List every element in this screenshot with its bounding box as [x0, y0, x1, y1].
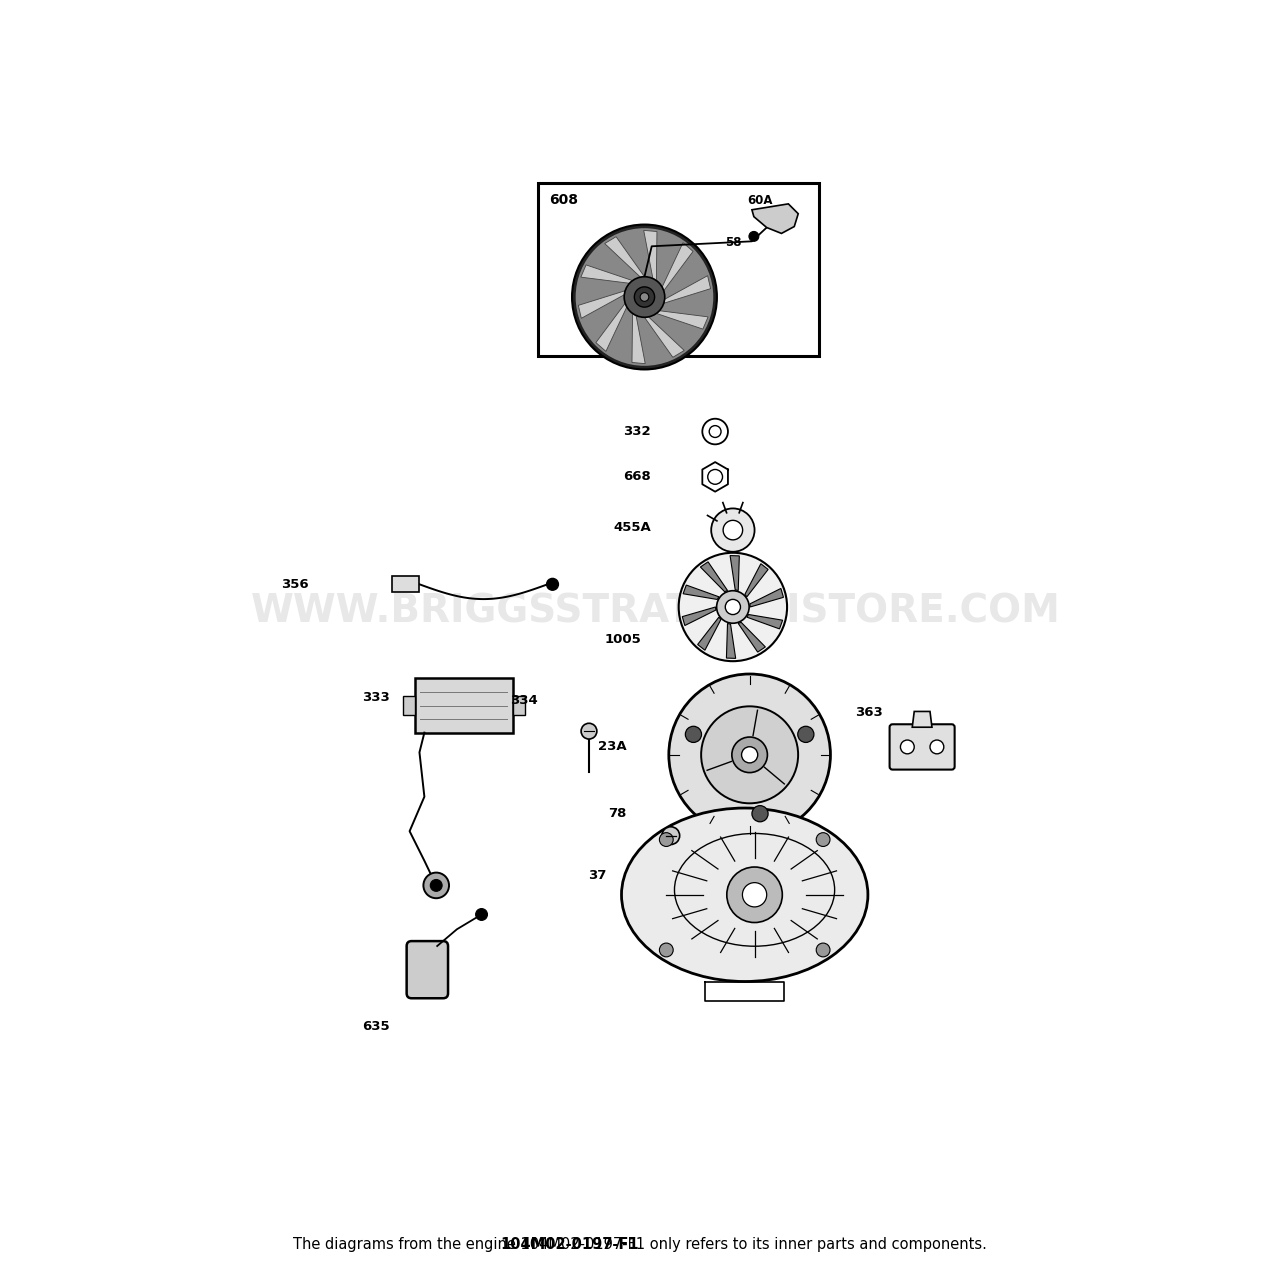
- Circle shape: [726, 599, 740, 614]
- FancyBboxPatch shape: [407, 941, 448, 998]
- Circle shape: [424, 873, 449, 899]
- Text: 635: 635: [362, 1020, 390, 1033]
- Circle shape: [430, 879, 442, 891]
- Polygon shape: [579, 291, 625, 319]
- Circle shape: [742, 883, 767, 908]
- FancyBboxPatch shape: [890, 724, 955, 769]
- Polygon shape: [700, 562, 727, 591]
- Polygon shape: [682, 607, 716, 626]
- Text: The diagrams from the engine 104M02-0197-F1 only refers to its inner parts and c: The diagrams from the engine 104M02-0197…: [293, 1236, 987, 1252]
- Circle shape: [712, 508, 755, 552]
- Circle shape: [547, 579, 558, 590]
- Bar: [513, 695, 525, 716]
- Polygon shape: [913, 712, 932, 727]
- Circle shape: [659, 833, 673, 846]
- Text: 23A: 23A: [598, 740, 626, 754]
- Circle shape: [659, 943, 673, 957]
- Polygon shape: [684, 585, 719, 599]
- Circle shape: [900, 740, 914, 754]
- Circle shape: [678, 553, 787, 662]
- Text: 334: 334: [509, 694, 538, 707]
- Polygon shape: [664, 275, 710, 303]
- Circle shape: [576, 228, 713, 366]
- Polygon shape: [657, 311, 708, 329]
- Circle shape: [741, 746, 758, 763]
- Circle shape: [701, 707, 799, 804]
- Circle shape: [662, 827, 680, 845]
- Polygon shape: [748, 614, 782, 628]
- Polygon shape: [739, 622, 765, 652]
- Polygon shape: [730, 556, 740, 590]
- Text: 668: 668: [623, 470, 652, 484]
- Polygon shape: [727, 623, 736, 658]
- Circle shape: [727, 867, 782, 923]
- Circle shape: [749, 232, 759, 242]
- Text: 455A: 455A: [613, 521, 652, 534]
- Polygon shape: [745, 563, 768, 596]
- Text: 37: 37: [589, 869, 607, 882]
- Text: 60A: 60A: [748, 193, 772, 207]
- Text: 58: 58: [726, 237, 742, 250]
- Circle shape: [817, 943, 829, 957]
- Text: 356: 356: [282, 577, 308, 591]
- Circle shape: [797, 726, 814, 742]
- Text: 333: 333: [362, 691, 390, 704]
- Circle shape: [723, 521, 742, 540]
- Circle shape: [685, 726, 701, 742]
- Polygon shape: [662, 243, 692, 291]
- Text: 332: 332: [623, 425, 652, 438]
- Circle shape: [669, 675, 831, 836]
- Text: WWW.BRIGGSSTRATTONISTORE.COM: WWW.BRIGGSSTRATTONISTORE.COM: [251, 593, 1061, 631]
- Circle shape: [817, 833, 829, 846]
- Circle shape: [717, 590, 749, 623]
- Circle shape: [581, 723, 596, 739]
- Bar: [538, 183, 819, 356]
- Polygon shape: [644, 230, 657, 280]
- Polygon shape: [632, 314, 645, 364]
- Polygon shape: [604, 237, 644, 278]
- Text: 104M02-0197-F1: 104M02-0197-F1: [500, 1236, 640, 1252]
- Circle shape: [640, 293, 649, 301]
- Polygon shape: [596, 303, 627, 352]
- Bar: [392, 576, 420, 593]
- Text: 1005: 1005: [604, 634, 641, 646]
- Ellipse shape: [622, 808, 868, 982]
- Polygon shape: [581, 265, 632, 283]
- Circle shape: [625, 276, 664, 317]
- Polygon shape: [698, 617, 721, 650]
- Polygon shape: [644, 317, 685, 357]
- Circle shape: [732, 737, 768, 773]
- Bar: [403, 695, 415, 716]
- Text: 78: 78: [608, 808, 626, 820]
- Polygon shape: [751, 204, 799, 233]
- Circle shape: [635, 287, 654, 307]
- Circle shape: [572, 224, 717, 370]
- Circle shape: [931, 740, 943, 754]
- Circle shape: [476, 909, 488, 920]
- Text: 363: 363: [855, 707, 883, 719]
- Circle shape: [751, 805, 768, 822]
- Bar: [415, 678, 513, 732]
- Text: 608: 608: [549, 193, 579, 207]
- Polygon shape: [750, 589, 783, 607]
